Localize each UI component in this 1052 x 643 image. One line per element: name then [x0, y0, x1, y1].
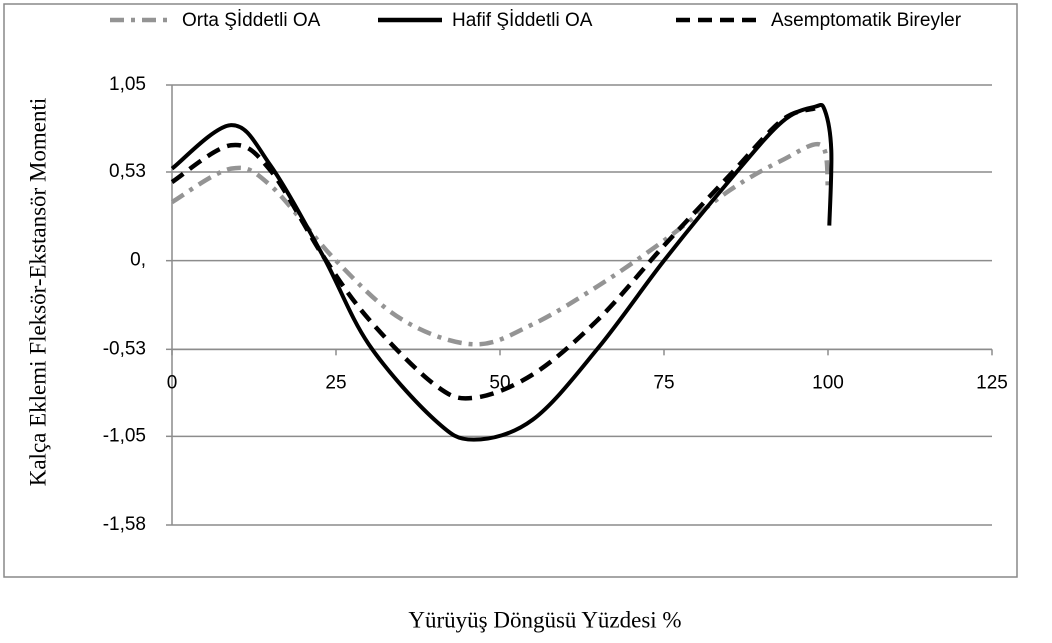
- legend-label: Orta Şİddetli OA: [182, 10, 321, 31]
- y-tick-label: -1,58: [103, 514, 146, 535]
- x-tick-label: 100: [812, 372, 844, 393]
- x-tick-label: 75: [653, 372, 674, 393]
- y-axis-title: Kalça Eklemi Fleksör-Ekstansör Momenti: [25, 98, 50, 487]
- y-tick-label: 0,: [130, 250, 146, 271]
- x-tick-label: 25: [325, 372, 346, 393]
- y-tick-label: 1,05: [109, 74, 146, 95]
- x-tick-label: 0: [167, 372, 178, 393]
- series-line: [170, 106, 816, 401]
- y-tick-label: -0,53: [103, 338, 146, 359]
- y-tick-label: -1,05: [103, 425, 146, 446]
- y-tick-label: 0,53: [109, 161, 146, 182]
- chart-frame: [3, 3, 1018, 578]
- series-line: [170, 102, 834, 442]
- x-axis-title: Yürüyüş Döngüsü Yüzdesi %: [408, 607, 681, 632]
- x-tick-label: 125: [976, 372, 1008, 393]
- legend-label: Hafif Şİddetli OA: [452, 10, 593, 31]
- legend-label: Asemptomatik Bireyler: [771, 10, 962, 31]
